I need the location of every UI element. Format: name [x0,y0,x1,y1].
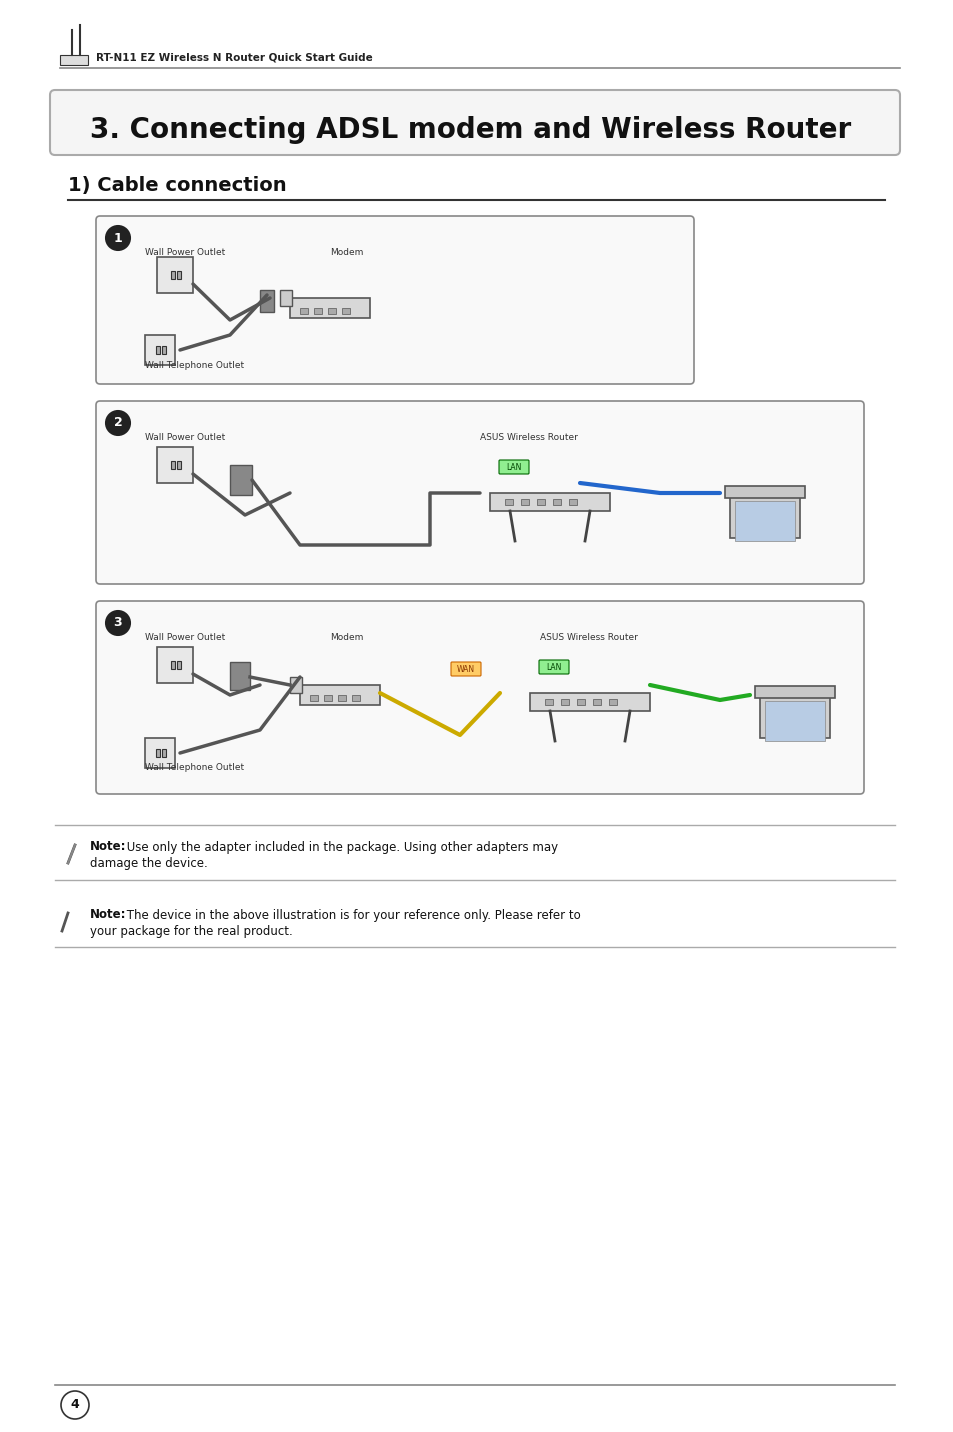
Bar [568,498,577,505]
Text: LAN: LAN [506,464,521,473]
Text: 2: 2 [113,417,122,430]
Bar [608,699,617,705]
Bar [328,308,335,314]
Bar [157,447,193,483]
Bar [156,347,160,354]
Bar [157,256,193,294]
Bar [145,335,174,365]
Bar [724,485,804,498]
Bar [60,54,88,64]
Text: Modem: Modem [330,633,363,642]
Circle shape [106,611,130,634]
Bar [760,687,829,737]
Text: your package for the real product.: your package for the real product. [90,925,293,938]
Text: Wall Power Outlet: Wall Power Outlet [145,248,225,256]
Bar [560,699,568,705]
Text: Note:: Note: [90,908,127,922]
Bar [577,699,584,705]
Text: WAN: WAN [456,666,475,674]
Text: 1: 1 [113,232,122,245]
Text: Wall Telephone Outlet: Wall Telephone Outlet [145,763,244,772]
Bar [230,465,252,495]
Text: Use only the adapter included in the package. Using other adapters may: Use only the adapter included in the pac… [123,841,558,853]
Text: 1) Cable connection: 1) Cable connection [68,176,286,195]
Bar [299,308,308,314]
Text: The device in the above illustration is for your reference only. Please refer to: The device in the above illustration is … [123,908,580,922]
Bar [530,693,649,712]
Bar [729,488,800,538]
Bar [171,271,174,279]
Bar [310,695,317,702]
Bar [280,291,292,306]
FancyBboxPatch shape [96,401,863,584]
Text: RT-N11 EZ Wireless N Router Quick Start Guide: RT-N11 EZ Wireless N Router Quick Start … [96,53,373,63]
Bar [145,737,174,768]
Text: ASUS Wireless Router: ASUS Wireless Router [479,432,578,442]
Text: damage the device.: damage the device. [90,856,208,869]
FancyBboxPatch shape [451,662,480,676]
FancyBboxPatch shape [498,460,529,474]
Bar [171,461,174,470]
Bar [544,699,553,705]
Bar [290,298,370,318]
Text: 4: 4 [71,1399,79,1412]
Text: Note:: Note: [90,841,127,853]
Bar [537,498,544,505]
Text: Wall Power Outlet: Wall Power Outlet [145,432,225,442]
Bar [314,308,322,314]
Circle shape [106,226,130,251]
FancyBboxPatch shape [96,601,863,793]
Bar [230,662,250,690]
Text: 3: 3 [113,617,122,630]
Bar [520,498,529,505]
Bar [504,498,513,505]
Text: Modem: Modem [330,248,363,256]
Bar [593,699,600,705]
Bar [162,749,166,758]
Bar [490,493,609,511]
Circle shape [106,411,130,435]
Text: Wall Telephone Outlet: Wall Telephone Outlet [145,361,244,369]
FancyBboxPatch shape [538,660,568,674]
Bar [299,684,379,705]
Bar [341,308,350,314]
Bar [157,647,193,683]
Text: LAN: LAN [546,663,561,673]
Text: ASUS Wireless Router: ASUS Wireless Router [539,633,638,642]
Bar [734,501,794,541]
Bar [754,686,834,697]
Bar [553,498,560,505]
Bar [177,461,181,470]
Bar [324,695,332,702]
Bar [177,662,181,669]
Bar [337,695,346,702]
Bar [260,291,274,312]
FancyBboxPatch shape [96,216,693,384]
Bar [290,677,302,693]
Bar [156,749,160,758]
Bar [352,695,359,702]
Bar [162,347,166,354]
Circle shape [61,1390,89,1419]
FancyBboxPatch shape [50,90,899,155]
Bar [764,702,824,740]
Text: 3. Connecting ADSL modem and Wireless Router: 3. Connecting ADSL modem and Wireless Ro… [90,116,850,145]
Bar [177,271,181,279]
Text: Wall Power Outlet: Wall Power Outlet [145,633,225,642]
Bar [171,662,174,669]
